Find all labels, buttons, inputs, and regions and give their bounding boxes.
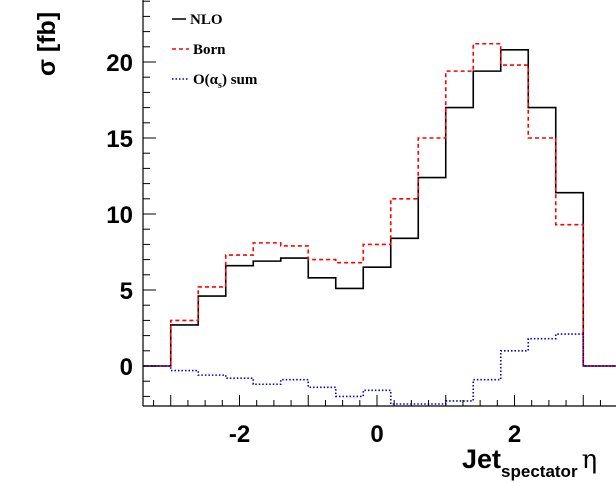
x-tick-label: 2 [508, 421, 521, 448]
legend-label-oas-sub: s [218, 80, 222, 91]
y-axis-title: σ [fb] [33, 12, 61, 76]
legend-label-oas-tail: ) sum [222, 72, 258, 88]
legend-label-oas-main: O(α [193, 72, 219, 88]
x-axis-title-subscript: spectator [501, 462, 578, 481]
y-tick-label: 5 [120, 278, 133, 305]
y-tick-label: 20 [106, 50, 133, 77]
legend-label-born: Born [193, 42, 226, 58]
x-axis-title-main: Jet [462, 444, 501, 474]
y-tick-label: 15 [106, 126, 133, 153]
x-tick-label: 0 [370, 421, 383, 448]
series-line-o-s-sum [143, 333, 616, 405]
series-layer [143, 42, 616, 405]
series-line-born [143, 42, 616, 367]
series-line-nlo [143, 49, 616, 367]
x-axis-title-symbol: η [582, 445, 598, 475]
x-tick-label: -2 [229, 421, 250, 448]
y-tick-label: 0 [120, 354, 133, 381]
x-axis-title: Jetspectator η [462, 444, 597, 481]
legend-label-oas: O(αs) sum [193, 72, 258, 91]
legend: NLO Born O(αs) sum [172, 12, 258, 91]
legend-label-nlo: NLO [190, 12, 223, 28]
y-tick-label: 10 [106, 202, 133, 229]
axes [142, 0, 616, 407]
